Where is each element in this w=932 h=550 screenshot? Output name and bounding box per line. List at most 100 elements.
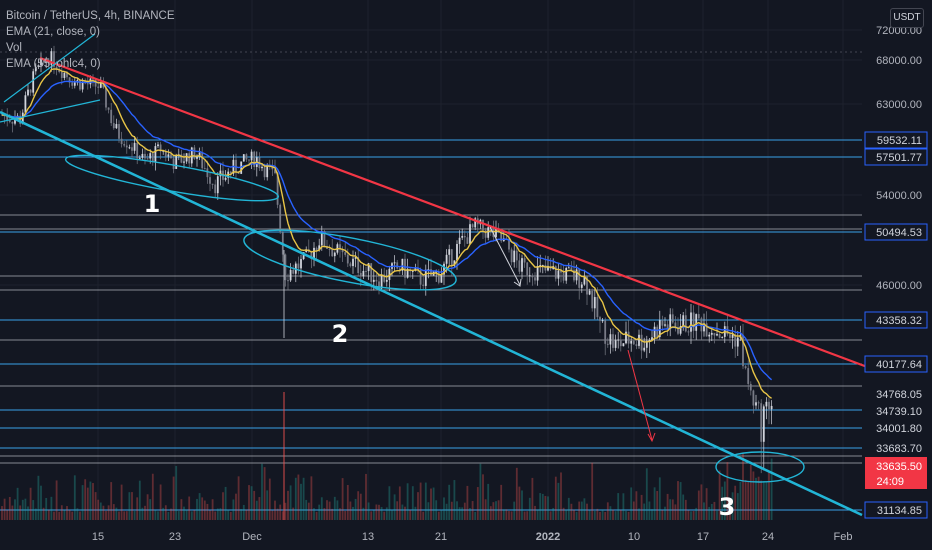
candle-body xyxy=(359,272,362,277)
candle-body xyxy=(757,402,760,404)
ema21-line[interactable] xyxy=(2,68,772,399)
candle-body xyxy=(648,340,651,342)
candle-body xyxy=(508,238,510,250)
volume-bar xyxy=(580,501,583,520)
volume-bar xyxy=(292,507,295,520)
candle-body xyxy=(237,172,240,174)
volume-bar xyxy=(591,462,594,520)
annotations: 1 2 3 xyxy=(144,190,736,521)
volume-bar xyxy=(703,502,705,520)
arrow-white[interactable] xyxy=(489,226,521,286)
volume-bar xyxy=(318,504,321,520)
candle-body xyxy=(8,120,11,122)
candle-body xyxy=(164,150,167,157)
candle-body xyxy=(144,153,146,159)
volume-bar xyxy=(658,477,661,520)
candle-body xyxy=(141,153,144,158)
arrow-red[interactable] xyxy=(627,349,653,441)
volume-bar xyxy=(567,497,570,520)
candle-body xyxy=(380,274,383,289)
volume-bar xyxy=(154,509,157,520)
ellipse-1[interactable] xyxy=(63,146,280,209)
volume-bar xyxy=(198,493,201,520)
candle-body xyxy=(635,344,638,346)
candle-body xyxy=(474,218,477,228)
volume-bar xyxy=(206,503,209,520)
ellipse-3[interactable] xyxy=(715,451,805,483)
support-trendline[interactable] xyxy=(0,110,863,517)
candle-body xyxy=(136,142,139,159)
volume-bar xyxy=(404,506,406,520)
price-labels: 59532.11 57501.77 50494.53 43358.32 40177.64… xyxy=(864,131,928,519)
candle-body xyxy=(747,368,750,384)
y-tick: 54000.00 xyxy=(876,190,922,202)
volume-bar xyxy=(105,510,107,520)
symbol-title[interactable]: Bitcoin / TetherUS, 4h, BINANCE xyxy=(6,10,175,22)
volume-bar xyxy=(372,510,375,520)
volume-bar xyxy=(430,488,432,520)
ellipse-2[interactable] xyxy=(240,218,460,302)
candle-body xyxy=(645,340,648,348)
candle-body xyxy=(578,269,581,288)
candle-body xyxy=(172,158,175,169)
volume-bar xyxy=(310,476,313,520)
candle-body xyxy=(526,262,529,276)
volume-bar xyxy=(276,508,279,520)
volume-bar xyxy=(601,509,604,520)
candle-body xyxy=(385,279,388,282)
volume-bar xyxy=(495,501,497,520)
volume-bar xyxy=(76,508,79,520)
volume-bar xyxy=(255,500,258,520)
volume-bar xyxy=(261,463,263,520)
candle-body xyxy=(443,263,445,275)
volume-bar xyxy=(193,510,196,520)
volume-bar xyxy=(523,511,526,520)
volume-bar xyxy=(544,495,547,520)
small-trendline-2[interactable] xyxy=(3,33,96,103)
candle-body xyxy=(528,275,531,277)
volume-bar xyxy=(755,477,757,520)
small-trendline[interactable] xyxy=(0,99,101,123)
candle-body xyxy=(250,151,253,161)
candle-body xyxy=(570,267,573,271)
annotation-2[interactable]: 2 xyxy=(332,320,349,348)
candle-body xyxy=(14,119,16,124)
price-label: 57501.77 xyxy=(876,152,922,164)
volume-bar xyxy=(734,485,737,520)
price-label: 34768.05 xyxy=(876,389,922,401)
volume-bar xyxy=(521,490,523,520)
candle-body xyxy=(653,326,656,338)
candle-body xyxy=(565,267,568,281)
currency-selector[interactable]: USDT xyxy=(890,8,924,28)
x-tick: 15 xyxy=(92,531,104,543)
ema55-legend[interactable]: EMA (55, ohlc4, 0) xyxy=(6,58,101,70)
candle-body xyxy=(107,107,110,110)
candle-body xyxy=(760,403,763,442)
annotation-3[interactable]: 3 xyxy=(719,493,736,521)
ema55-line[interactable] xyxy=(2,80,773,381)
candle-body xyxy=(510,249,513,263)
volume-bar xyxy=(391,509,393,520)
volume-bar xyxy=(258,497,261,520)
vol-legend[interactable]: Vol xyxy=(6,42,22,54)
volume-bar xyxy=(627,511,630,520)
candle-body xyxy=(583,276,586,285)
volume-bar xyxy=(700,484,703,520)
candle-body xyxy=(461,235,464,238)
candle-body xyxy=(437,271,440,283)
resistance-trendline[interactable] xyxy=(39,56,871,370)
ema21-legend[interactable]: EMA (21, close, 0) xyxy=(6,26,100,38)
candle-body xyxy=(580,284,583,288)
volume-bar xyxy=(219,508,222,520)
candle-body xyxy=(471,224,474,228)
volume-bar xyxy=(492,502,495,520)
volume-bar xyxy=(115,507,118,520)
volume-bar xyxy=(326,500,328,520)
annotation-1[interactable]: 1 xyxy=(144,190,161,218)
candle-body xyxy=(318,245,321,251)
price-label-box xyxy=(864,355,928,373)
candle-body xyxy=(495,227,497,238)
candle-body xyxy=(658,320,661,338)
volume-bar xyxy=(253,490,256,520)
